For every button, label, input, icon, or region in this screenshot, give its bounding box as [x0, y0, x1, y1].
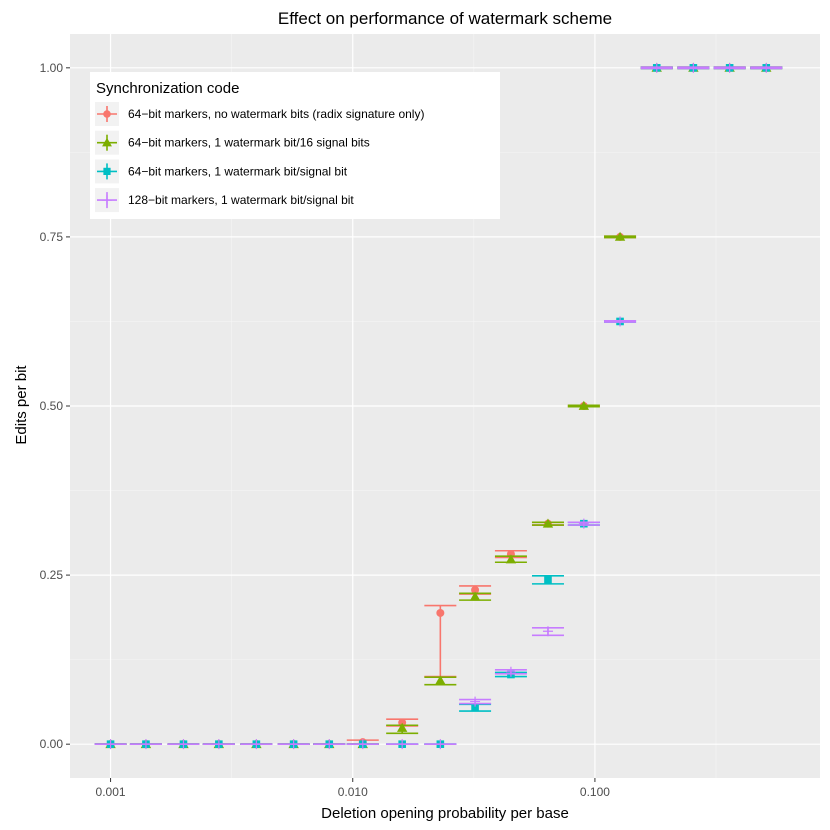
point-marker	[470, 696, 481, 707]
data-point	[129, 739, 162, 750]
data-point	[424, 675, 457, 686]
point-marker	[213, 739, 224, 750]
legend-item: 64−bit markers, 1 watermark bit/16 signa…	[95, 130, 370, 155]
point-marker	[105, 739, 116, 750]
data-point	[346, 739, 379, 750]
point-marker	[688, 62, 699, 73]
point-marker	[288, 739, 299, 750]
y-tick-label: 0.75	[40, 230, 64, 244]
data-point	[567, 400, 600, 410]
data-point	[424, 739, 457, 750]
data-point	[277, 739, 310, 750]
y-tick-label: 0.50	[40, 399, 64, 413]
data-point	[494, 666, 527, 677]
point-marker	[544, 576, 552, 584]
point-marker	[435, 739, 446, 750]
data-marks	[94, 62, 783, 750]
data-point	[713, 62, 746, 73]
data-point	[531, 518, 564, 528]
point-marker	[578, 518, 589, 529]
point-marker	[614, 231, 626, 241]
y-tick-label: 1.00	[40, 61, 64, 75]
x-tick-label: 0.100	[580, 785, 610, 799]
point-marker	[469, 591, 481, 601]
point-marker	[178, 739, 189, 750]
point-marker	[505, 554, 517, 564]
point-marker	[396, 722, 408, 732]
legend-label: 64−bit markers, 1 watermark bit/16 signa…	[128, 136, 370, 150]
point-marker	[251, 739, 262, 750]
data-point	[240, 739, 273, 750]
point-marker	[542, 626, 553, 637]
legend-label: 64−bit markers, 1 watermark bit/signal b…	[128, 164, 348, 178]
x-tick-label: 0.010	[338, 785, 368, 799]
legend-label: 128−bit markers, 1 watermark bit/signal …	[128, 193, 354, 207]
data-point	[531, 574, 564, 585]
data-point	[386, 739, 419, 750]
y-tick-label: 0.00	[40, 737, 64, 751]
point-marker	[615, 316, 626, 327]
data-point	[94, 739, 127, 750]
data-point	[459, 696, 492, 707]
point-marker	[578, 400, 590, 410]
data-point	[386, 722, 419, 735]
legend-key-marker	[102, 195, 112, 205]
data-point	[202, 739, 235, 750]
legend-key-marker	[102, 137, 112, 147]
legend-item: 128−bit markers, 1 watermark bit/signal …	[95, 188, 354, 213]
point-marker	[397, 739, 408, 750]
data-point	[167, 739, 200, 750]
data-point	[604, 316, 637, 327]
data-point	[313, 739, 346, 750]
legend-key-marker	[103, 167, 111, 176]
y-tick-label: 0.25	[40, 568, 64, 582]
data-point	[640, 62, 673, 73]
data-point	[604, 231, 637, 241]
y-axis-label: Edits per bit	[13, 365, 30, 445]
legend-label: 64−bit markers, no watermark bits (radix…	[128, 107, 424, 121]
point-marker	[724, 62, 735, 73]
data-point	[677, 62, 710, 73]
legend-key-marker	[103, 110, 111, 118]
point-marker	[140, 739, 151, 750]
point-marker	[761, 62, 772, 73]
x-tick-label: 0.001	[96, 785, 126, 799]
data-point	[567, 518, 600, 529]
data-point	[494, 554, 527, 564]
point-marker	[324, 739, 335, 750]
point-marker	[435, 675, 446, 685]
point-marker	[505, 666, 516, 677]
data-point	[531, 626, 564, 637]
point-marker	[471, 585, 480, 594]
legend: Synchronization code 64−bit markers, no …	[90, 72, 500, 219]
point-marker	[542, 518, 554, 528]
point-marker	[436, 608, 445, 617]
legend-box	[90, 72, 500, 219]
legend-item: 64−bit markers, 1 watermark bit/signal b…	[95, 159, 348, 184]
legend-item: 64−bit markers, no watermark bits (radix…	[95, 102, 424, 126]
legend-title: Synchronization code	[96, 80, 239, 97]
x-axis-label: Deletion opening probability per base	[321, 805, 569, 822]
point-marker	[471, 703, 479, 712]
series-4	[94, 62, 783, 750]
point-marker	[357, 739, 368, 750]
data-point	[750, 62, 783, 73]
axes: 0.00 0.25 0.50 0.75 1.00 0.001 0.010 0.100	[40, 61, 611, 799]
data-point	[459, 591, 492, 601]
chart-title: Effect on performance of watermark schem…	[278, 9, 612, 28]
point-marker	[651, 62, 662, 73]
